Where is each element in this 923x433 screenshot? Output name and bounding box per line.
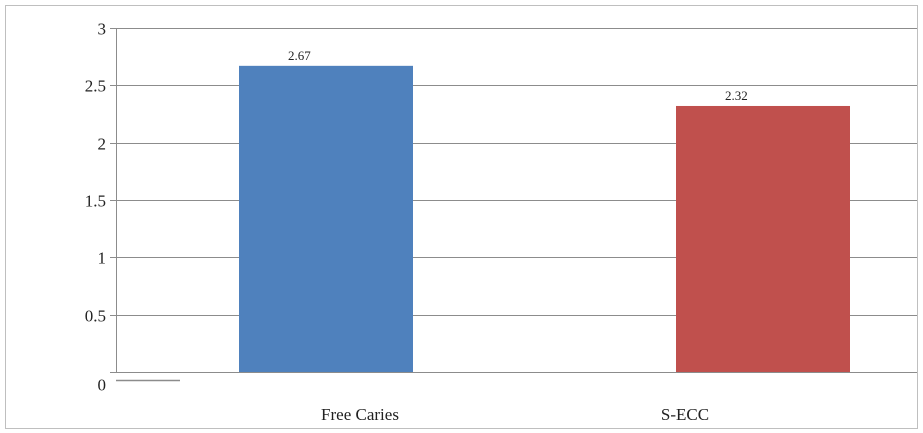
data-label: 2.32 xyxy=(725,88,748,103)
category-label: Free Caries xyxy=(321,405,399,424)
bar xyxy=(676,105,850,373)
y-tick-label: 1.5 xyxy=(85,192,106,211)
bars xyxy=(239,65,850,373)
y-tick-label: 3 xyxy=(98,20,107,39)
labels: 0 0.5 1 1.5 2 2.5 3 2.67 Free Caries 2.32 S-ECC xyxy=(85,20,748,425)
data-label: 2.67 xyxy=(288,48,311,63)
y-tick-label: 0 xyxy=(98,376,107,395)
y-tick-label: 2 xyxy=(98,135,107,154)
y-tick-label: 0.5 xyxy=(85,307,106,326)
y-tick-label: 2.5 xyxy=(85,77,106,96)
bar xyxy=(239,65,413,372)
axes xyxy=(110,28,917,382)
category-label: S-ECC xyxy=(661,405,709,424)
y-tick-label: 1 xyxy=(98,249,107,268)
